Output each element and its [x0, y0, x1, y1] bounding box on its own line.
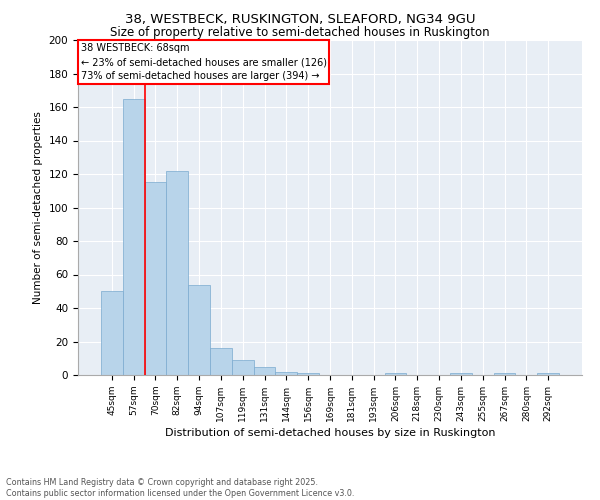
Bar: [275, 372, 297, 375]
Bar: [166, 170, 188, 375]
Y-axis label: Number of semi-detached properties: Number of semi-detached properties: [33, 111, 43, 304]
Bar: [537, 374, 559, 375]
Bar: [297, 374, 319, 375]
Bar: [254, 366, 275, 375]
Bar: [494, 374, 515, 375]
Text: 38 WESTBECK: 68sqm
← 23% of semi-detached houses are smaller (126)
73% of semi-d: 38 WESTBECK: 68sqm ← 23% of semi-detache…: [80, 44, 326, 82]
Bar: [385, 374, 406, 375]
Text: Contains HM Land Registry data © Crown copyright and database right 2025.
Contai: Contains HM Land Registry data © Crown c…: [6, 478, 355, 498]
Bar: [123, 98, 145, 375]
Text: Size of property relative to semi-detached houses in Ruskington: Size of property relative to semi-detach…: [110, 26, 490, 39]
Bar: [101, 291, 123, 375]
Bar: [210, 348, 232, 375]
Text: 38, WESTBECK, RUSKINGTON, SLEAFORD, NG34 9GU: 38, WESTBECK, RUSKINGTON, SLEAFORD, NG34…: [125, 12, 475, 26]
Bar: [232, 360, 254, 375]
X-axis label: Distribution of semi-detached houses by size in Ruskington: Distribution of semi-detached houses by …: [165, 428, 495, 438]
Bar: [145, 182, 166, 375]
Bar: [188, 284, 210, 375]
Bar: [450, 374, 472, 375]
